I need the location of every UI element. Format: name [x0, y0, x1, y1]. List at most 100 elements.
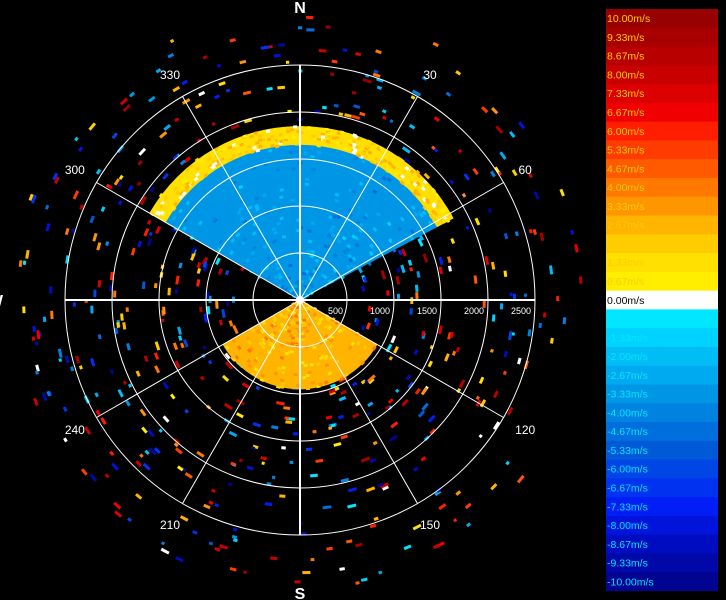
- echo-gate: [238, 207, 244, 212]
- clutter-gate: [352, 381, 358, 387]
- echo-gate: [314, 258, 320, 263]
- clutter-gate: [80, 468, 88, 476]
- echo-gate: [279, 188, 285, 192]
- clutter-gate: [559, 188, 565, 197]
- echo-gate: [271, 199, 277, 204]
- echo-gate: [184, 181, 190, 186]
- echo-gate: [216, 247, 222, 253]
- echo-gate: [279, 385, 285, 389]
- clutter-gate: [297, 26, 303, 30]
- echo-gate: [261, 138, 266, 143]
- clutter-gate: [475, 395, 480, 401]
- clutter-gate: [433, 116, 440, 123]
- echo-gate: [394, 165, 400, 171]
- echo-gate: [282, 315, 288, 321]
- clutter-gate: [231, 534, 238, 540]
- clutter-gate: [509, 130, 516, 138]
- echo-gate: [281, 365, 286, 370]
- echo-gate: [308, 137, 313, 142]
- echo-gate: [240, 240, 246, 246]
- echo-gate: [178, 208, 183, 214]
- clutter-gate: [478, 376, 485, 385]
- clutter-gate: [111, 462, 119, 471]
- echo-gate: [190, 181, 196, 187]
- echo-gate: [311, 134, 316, 138]
- echo-gate: [211, 182, 217, 187]
- clutter-gate: [79, 204, 84, 210]
- clutter-gate: [331, 59, 338, 64]
- echo-gate: [305, 304, 311, 310]
- echo-gate: [243, 150, 249, 155]
- clutter-gate: [122, 103, 131, 113]
- colorbar-label: 4.00m/s: [607, 182, 644, 194]
- clutter-gate: [528, 173, 533, 179]
- clutter-gate: [159, 131, 168, 139]
- echo-gate: [436, 208, 442, 214]
- echo-gate: [293, 314, 299, 319]
- echo-gate: [353, 260, 359, 266]
- clutter-gate: [184, 472, 193, 479]
- echo-gate: [188, 164, 194, 169]
- echo-gate: [312, 306, 318, 312]
- colorbar-label: 3.33m/s: [607, 201, 644, 213]
- echo-gate: [293, 150, 298, 154]
- echo-gate: [349, 182, 355, 187]
- echo-gate: [341, 339, 347, 345]
- echo-gate: [163, 195, 169, 201]
- colorbar-label: -2.67m/s: [607, 370, 648, 382]
- clutter-gate: [361, 324, 366, 331]
- echo-gate: [290, 128, 295, 132]
- echo-gate: [362, 215, 368, 221]
- echo-gate: [322, 274, 328, 280]
- clutter-gate: [155, 225, 162, 235]
- echo-gate: [343, 218, 349, 224]
- clutter-gate: [438, 266, 444, 275]
- echo-gate: [287, 263, 293, 268]
- echo-gate: [247, 363, 253, 369]
- clutter-gate: [458, 379, 466, 389]
- clutter-gate: [433, 147, 439, 153]
- colorbar-swatch: [606, 196, 718, 217]
- echo-gate: [339, 339, 345, 345]
- echo-gate: [324, 314, 330, 320]
- clutter-gate: [218, 319, 224, 326]
- echo-gate: [330, 218, 336, 223]
- echo-gate: [194, 157, 200, 163]
- echo-gate: [249, 134, 254, 139]
- echo-gate: [253, 203, 259, 209]
- clutter-gate: [202, 345, 207, 350]
- echo-gate: [266, 349, 272, 355]
- azimuth-line: [299, 96, 418, 301]
- clutter-gate: [64, 228, 70, 236]
- clutter-gate: [492, 421, 501, 431]
- clutter-gate: [461, 192, 467, 198]
- clutter-gate: [117, 182, 122, 188]
- echo-gate: [410, 205, 416, 211]
- colorbar-label: -5.33m/s: [607, 445, 648, 457]
- clutter-gate: [380, 270, 387, 280]
- azimuth-label: 240: [65, 423, 85, 437]
- echo-gate: [305, 249, 311, 254]
- clutter-gate: [447, 256, 452, 264]
- echo-gate: [399, 158, 405, 164]
- echo-gate: [276, 221, 281, 226]
- clutter-gate: [208, 500, 214, 505]
- colorbar-swatch: [606, 159, 718, 179]
- echo-gate: [170, 205, 176, 211]
- azimuth-line: [182, 96, 301, 301]
- echo-gate: [231, 153, 237, 158]
- clutter-gate: [255, 385, 261, 391]
- clutter-gate: [139, 196, 147, 206]
- clutter-gate: [340, 434, 348, 440]
- echo-gate: [323, 334, 329, 339]
- echo-gate: [340, 327, 346, 333]
- clutter-gate: [224, 361, 234, 370]
- colorbar-label: 7.33m/s: [607, 88, 644, 100]
- colorbar-swatch: [606, 478, 718, 498]
- clutter-gate: [176, 465, 184, 472]
- clutter-gate: [478, 433, 483, 439]
- clutter-gate: [31, 336, 36, 341]
- echo-gate: [239, 216, 245, 222]
- echo-gate: [257, 138, 263, 143]
- echo-gate: [308, 338, 314, 343]
